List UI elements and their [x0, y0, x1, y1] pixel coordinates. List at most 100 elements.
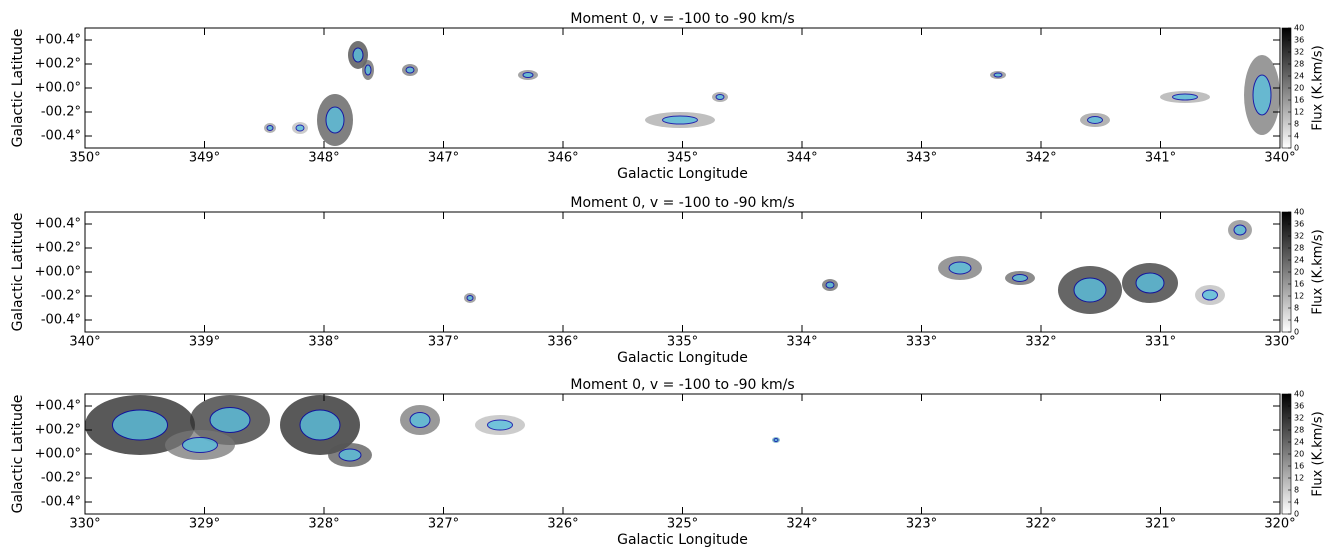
colorbar-label: Flux (K.km/s) — [1311, 411, 1325, 496]
y-tick-label: -00.4° — [41, 129, 81, 144]
emission-contour — [1135, 272, 1165, 294]
x-tick-label: 349° — [189, 151, 220, 166]
emission-contour — [266, 125, 274, 131]
colorbar-tick-label: 24 — [1294, 438, 1304, 447]
x-tick-label: 338° — [308, 335, 339, 350]
colorbar-tick-label: 4 — [1294, 498, 1299, 507]
colorbar-tick-label: 36 — [1294, 36, 1304, 45]
emission-contour — [112, 409, 168, 441]
emission-contour — [1252, 74, 1272, 116]
y-tick-label: +00.0° — [35, 81, 81, 96]
emission-contour — [1202, 289, 1218, 301]
colorbar-tick-label: 20 — [1294, 84, 1304, 93]
colorbar-tick-label: 8 — [1294, 120, 1299, 129]
x-tick-label: 326° — [547, 517, 578, 532]
colorbar-tick-label: 24 — [1294, 256, 1304, 265]
emission-contour — [299, 409, 341, 441]
colorbar-tick-label: 40 — [1294, 24, 1304, 33]
y-axis-label: Galactic Latitude — [10, 213, 26, 332]
emission-contour — [1087, 116, 1103, 124]
emission-contour — [182, 437, 218, 453]
x-tick-label: 343° — [906, 151, 937, 166]
emission-contour — [522, 72, 534, 78]
plot-frame — [84, 27, 1281, 149]
colorbar-tick-label: 40 — [1294, 208, 1304, 217]
colorbar-label: Flux (K.km/s) — [1311, 229, 1325, 314]
emission-contour — [364, 64, 372, 76]
colorbar-tick-label: 32 — [1294, 414, 1304, 423]
colorbar-tick-label: 40 — [1294, 390, 1304, 399]
y-tick-label: -00.4° — [41, 313, 81, 328]
emission-contour — [295, 124, 305, 132]
x-tick-label: 335° — [667, 335, 698, 350]
x-tick-label: 322° — [1025, 517, 1056, 532]
colorbar-tick-label: 28 — [1294, 244, 1304, 253]
colorbar-tick-label: 32 — [1294, 232, 1304, 241]
emission-contour — [1012, 274, 1028, 282]
x-tick-label: 331° — [1145, 335, 1176, 350]
x-tick-label: 330° — [69, 517, 100, 532]
emission-contour — [409, 412, 431, 428]
colorbar-tick-label: 32 — [1294, 48, 1304, 57]
x-tick-label: 332° — [1025, 335, 1056, 350]
colorbar-tick-label: 0 — [1294, 328, 1299, 337]
x-axis-label: Galactic Longitude — [617, 350, 748, 366]
y-tick-label: -00.2° — [41, 289, 81, 304]
emission-contour — [209, 407, 251, 433]
colorbar-tick-label: 12 — [1294, 108, 1304, 117]
colorbar-tick-label: 12 — [1294, 474, 1304, 483]
x-tick-label: 320° — [1264, 517, 1295, 532]
emission-contour — [993, 72, 1003, 78]
chart-title: Moment 0, v = -100 to -90 km/s — [570, 377, 794, 393]
colorbar-tick-label: 24 — [1294, 72, 1304, 81]
x-tick-label: 321° — [1145, 517, 1176, 532]
x-tick-label: 346° — [547, 151, 578, 166]
x-tick-label: 340° — [69, 335, 100, 350]
colorbar-tick-label: 16 — [1294, 96, 1304, 105]
colorbar-tick-label: 20 — [1294, 268, 1304, 277]
x-tick-label: 328° — [308, 517, 339, 532]
x-tick-label: 329° — [189, 517, 220, 532]
y-tick-label: -00.2° — [41, 471, 81, 486]
emission-contour — [487, 419, 513, 431]
chart-title: Moment 0, v = -100 to -90 km/s — [570, 11, 794, 27]
x-tick-label: 334° — [786, 335, 817, 350]
x-tick-label: 342° — [1025, 151, 1056, 166]
y-tick-label: +00.2° — [35, 57, 81, 72]
x-tick-label: 347° — [428, 151, 459, 166]
y-tick-label: +00.2° — [35, 241, 81, 256]
emission-contour — [325, 106, 345, 134]
emission-contour — [1073, 277, 1107, 303]
colorbar-label: Flux (K.km/s) — [1311, 45, 1325, 130]
x-tick-label: 330° — [1264, 335, 1295, 350]
x-tick-label: 324° — [786, 517, 817, 532]
x-tick-label: 327° — [428, 517, 459, 532]
x-tick-label: 339° — [189, 335, 220, 350]
emission-contour — [466, 295, 474, 301]
chart-title: Moment 0, v = -100 to -90 km/s — [570, 195, 794, 211]
emission-contour — [405, 66, 415, 74]
y-tick-label: -00.4° — [41, 495, 81, 510]
colorbar-tick-label: 0 — [1294, 510, 1299, 519]
x-tick-label: 350° — [69, 151, 100, 166]
emission-contour — [773, 438, 779, 442]
colorbar-tick-label: 28 — [1294, 60, 1304, 69]
y-tick-label: +00.0° — [35, 265, 81, 280]
emission-contour — [1233, 224, 1247, 236]
x-tick-label: 340° — [1264, 151, 1295, 166]
colorbar-tick-label: 36 — [1294, 402, 1304, 411]
y-tick-label: +00.4° — [35, 399, 81, 414]
emission-contour — [715, 94, 725, 100]
x-axis-label: Galactic Longitude — [617, 532, 748, 548]
y-tick-label: +00.4° — [35, 217, 81, 232]
y-tick-label: -00.2° — [41, 105, 81, 120]
x-tick-label: 337° — [428, 335, 459, 350]
colorbar-tick-label: 4 — [1294, 132, 1299, 141]
colorbar-tick-label: 12 — [1294, 292, 1304, 301]
x-tick-label: 348° — [308, 151, 339, 166]
y-tick-label: +00.0° — [35, 447, 81, 462]
emission-contour — [1172, 93, 1198, 101]
colorbar-tick-label: 28 — [1294, 426, 1304, 435]
x-tick-label: 344° — [786, 151, 817, 166]
